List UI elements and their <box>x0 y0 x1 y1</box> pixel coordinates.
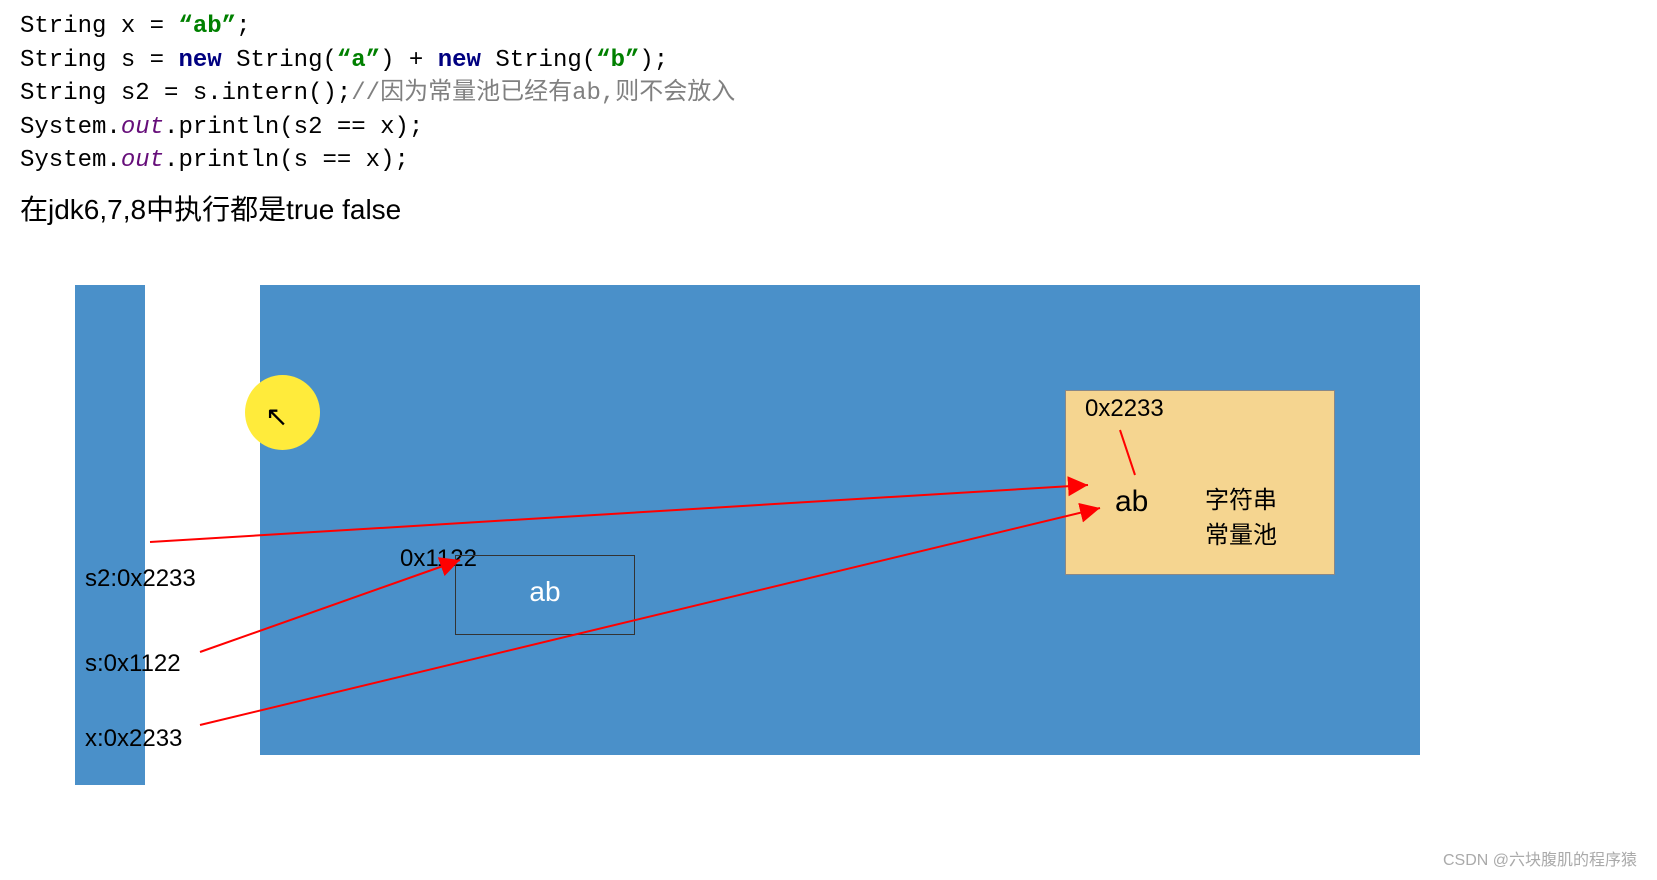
code-line-4: System.out.println(s2 == x); <box>20 111 1637 145</box>
code-block: String x = “ab”; String s = new String(“… <box>0 0 1657 188</box>
pool-title-1: 字符串 <box>1205 480 1277 515</box>
pool-value-ab: ab <box>1115 485 1148 519</box>
heap-object-value: ab <box>456 556 634 608</box>
code-line-3: String s2 = s.intern();//因为常量池已经有ab,则不会放… <box>20 77 1637 111</box>
cursor-highlight-icon <box>245 375 320 450</box>
code-line-2: String s = new String(“a”) + new String(… <box>20 44 1637 78</box>
label-s: s:0x1122 <box>85 650 181 678</box>
label-s2: s2:0x2233 <box>85 565 196 593</box>
memory-diagram: ↖ s2:0x2233 s:0x1122 x:0x2233 0x1122 ab … <box>0 280 1657 880</box>
summary-text: 在jdk6,7,8中执行都是true false <box>0 188 1657 228</box>
code-line-5: System.out.println(s == x); <box>20 144 1637 178</box>
label-x: x:0x2233 <box>85 725 182 753</box>
heap-object: ab <box>455 555 635 635</box>
watermark: CSDN @六块腹肌的程序猿 <box>1443 846 1637 870</box>
pool-addr-label: 0x2233 <box>1085 395 1164 423</box>
code-line-1: String x = “ab”; <box>20 10 1637 44</box>
pool-title-2: 常量池 <box>1205 515 1277 550</box>
stack-region <box>75 285 145 785</box>
